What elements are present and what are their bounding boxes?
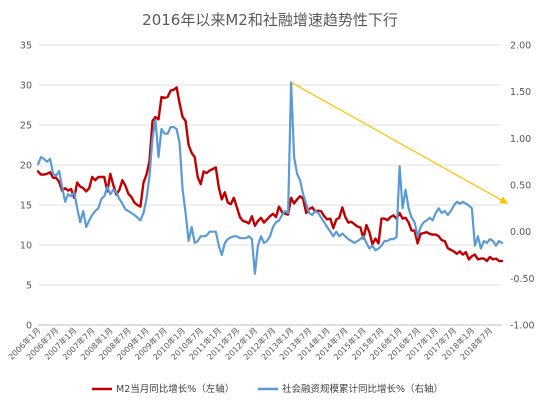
- series-layer: [36, 81, 504, 275]
- series-social-financing-line: [36, 81, 504, 275]
- y-left-tick-label: 10: [20, 241, 32, 252]
- y-right-tick-label: 2.00: [510, 41, 531, 52]
- y-left-tick-label: 35: [20, 41, 32, 52]
- y-right-tick-label: 1.50: [510, 87, 531, 98]
- y-right-tick-label: 1.00: [510, 134, 531, 145]
- legend-label-m2: M2当月同比增长%（左轴）: [116, 383, 234, 395]
- trend-arrow-head: [499, 196, 508, 204]
- y-left-tick-label: 30: [20, 81, 32, 92]
- legend: M2当月同比增长%（左轴） 社会融资规模累计同比增长%（右轴）: [92, 383, 443, 395]
- trend-arrow-line: [290, 81, 509, 205]
- y-right-tick-label: -1.00: [510, 321, 535, 332]
- y-right-tick-label: 0.00: [510, 227, 531, 238]
- annotation-layer: [290, 81, 509, 205]
- y-right-tick-label: -0.50: [510, 274, 535, 285]
- y-left-tick-label: 25: [20, 121, 32, 132]
- y-left-tick-label: 20: [20, 161, 32, 172]
- legend-label-social-financing: 社会融资规模累计同比增长%（右轴）: [282, 383, 443, 395]
- y-left-tick-label: 15: [20, 201, 32, 212]
- y-left-tick-label: 5: [26, 281, 32, 292]
- chart-title: 2016年以来M2和社融增速趋势性下行: [142, 11, 398, 29]
- y-right-tick-label: 0.50: [510, 181, 531, 192]
- y-left-tick-label: 0: [26, 321, 32, 332]
- axes: 0 5 10 15 20 25 30 35 -1.00 -0.50 0.00 0.50 1.00 1.50…: [6, 41, 535, 362]
- grid: [38, 44, 502, 326]
